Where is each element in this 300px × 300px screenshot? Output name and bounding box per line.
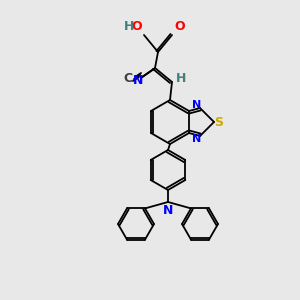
- Text: H: H: [124, 20, 134, 33]
- Text: S: S: [214, 116, 224, 128]
- Text: C: C: [123, 73, 132, 85]
- Text: O: O: [131, 20, 142, 33]
- Text: N: N: [163, 204, 173, 217]
- Text: N: N: [192, 134, 202, 144]
- Text: O: O: [174, 20, 184, 33]
- Text: N: N: [192, 100, 202, 110]
- Text: N: N: [133, 74, 143, 88]
- Text: H: H: [176, 73, 186, 85]
